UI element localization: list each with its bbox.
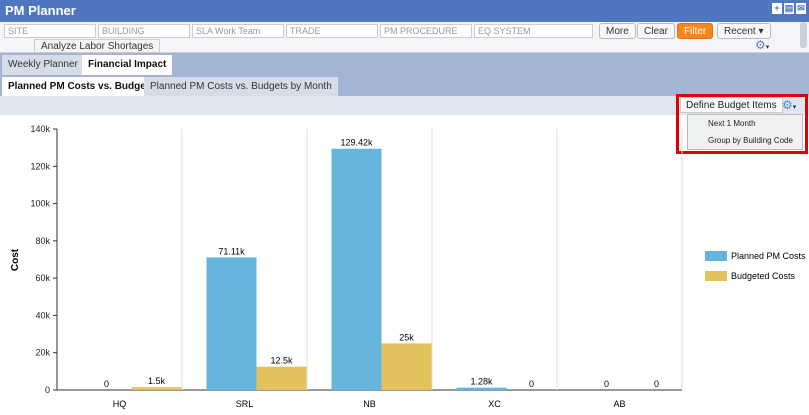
y-tick-label: 140k	[30, 124, 50, 134]
tab-weekly-planner[interactable]: Weekly Planner	[2, 55, 84, 75]
x-tick-label: NB	[363, 399, 376, 409]
eq-system-input[interactable]: EQ SYSTEM	[474, 24, 593, 38]
data-label: 25k	[399, 332, 414, 342]
site-input[interactable]: SITE	[4, 24, 96, 38]
data-label: 0	[604, 379, 609, 389]
filter-button[interactable]: Filter	[677, 23, 714, 39]
pm-procedure-input[interactable]: PM PROCEDURE	[380, 24, 472, 38]
legend-label: Planned PM Costs	[731, 251, 806, 261]
data-label: 129.42k	[340, 138, 373, 148]
define-budget-items-button[interactable]: Define Budget Items	[680, 97, 783, 113]
tab-financial-impact[interactable]: Financial Impact	[82, 55, 173, 75]
data-label: 12.5k	[270, 356, 293, 366]
legend-swatch	[705, 251, 727, 261]
subtab-planned-vs-budgets-by-month[interactable]: Planned PM Costs vs. Budgets by Month	[144, 77, 338, 96]
data-label: 1.28k	[470, 377, 493, 387]
trade-input[interactable]: TRADE	[286, 24, 378, 38]
gear-icon[interactable]: ⚙▾	[755, 38, 770, 52]
subtab-planned-vs-budgets[interactable]: Planned PM Costs vs. Budgets	[2, 77, 161, 96]
y-tick-label: 40k	[35, 310, 50, 320]
recent-button[interactable]: Recent ▾	[717, 23, 771, 39]
filter-bar: SITE BUILDING SLA Work Team TRADE PM PRO…	[0, 22, 809, 53]
y-tick-label: 120k	[30, 161, 50, 171]
title-bar: PM Planner + ▤ ✉	[0, 0, 809, 22]
bar-planned	[456, 387, 507, 390]
print-icon[interactable]: ▤	[784, 3, 794, 14]
recent-label: Recent	[724, 26, 756, 37]
bar-planned	[206, 257, 257, 390]
data-label: 1.5k	[148, 376, 166, 386]
bar-budgeted	[256, 366, 307, 390]
menu-item-group-by-building[interactable]: Group by Building Code	[708, 136, 793, 145]
data-label: 0	[654, 379, 659, 389]
x-tick-label: HQ	[113, 399, 127, 409]
legend-label: Budgeted Costs	[731, 271, 796, 281]
y-tick-label: 60k	[35, 273, 50, 283]
sla-work-team-input[interactable]: SLA Work Team	[192, 24, 284, 38]
bar-planned	[331, 148, 382, 390]
tab-bar: Weekly Planner Financial Impact Planned …	[0, 53, 809, 96]
x-tick-label: AB	[613, 399, 625, 409]
options-menu: Next 1 Month Group by Building Code	[687, 114, 803, 150]
highlight-box	[676, 94, 808, 154]
menu-item-next-1-month[interactable]: Next 1 Month	[708, 119, 756, 128]
y-axis-label: Cost	[10, 248, 21, 271]
chart-gear-icon[interactable]: ⚙▾	[782, 98, 797, 112]
x-tick-label: XC	[488, 399, 501, 409]
add-icon[interactable]: +	[772, 3, 782, 14]
data-label: 71.11k	[218, 246, 245, 256]
legend-swatch	[705, 271, 727, 281]
y-tick-label: 0	[45, 385, 50, 395]
data-label: 0	[104, 379, 109, 389]
bar-chart: 0 20k 40k 60k 80k 100k 120k 140k Cost HQ 0 1.5k SRL 7…	[10, 124, 806, 409]
data-label: 0	[529, 379, 534, 389]
app-title: PM Planner	[5, 3, 76, 18]
bar-budgeted	[131, 387, 182, 390]
more-button[interactable]: More	[599, 23, 636, 39]
x-tick-label: SRL	[236, 399, 254, 409]
bar-budgeted	[381, 343, 432, 390]
y-tick-label: 80k	[35, 236, 50, 246]
y-tick-label: 20k	[35, 348, 50, 358]
mail-icon[interactable]: ✉	[796, 3, 806, 14]
clear-button[interactable]: Clear	[637, 23, 675, 39]
chart-toolbar	[0, 96, 809, 115]
building-input[interactable]: BUILDING	[98, 24, 190, 38]
scrollbar[interactable]	[800, 22, 807, 48]
analyze-labor-shortages-button[interactable]: Analyze Labor Shortages	[34, 39, 161, 53]
y-tick-label: 100k	[30, 199, 50, 209]
